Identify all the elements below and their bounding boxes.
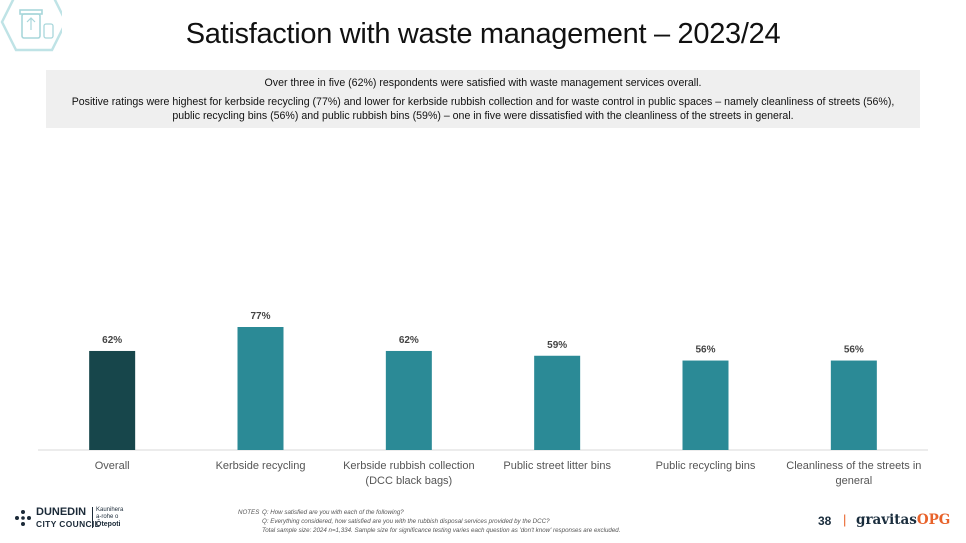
dunedin-city-council-logo: DUNEDIN CITY COUNCIL Kaunihera a-rohe o …: [14, 506, 184, 532]
category-label-2: Kerbside recycling: [216, 460, 306, 472]
gravitas-opg-logo: gravitasOPG: [856, 512, 950, 528]
data-label-1: 62%: [102, 335, 122, 346]
bar-2: [237, 327, 284, 450]
bar-4: [534, 355, 581, 450]
council-maori-name: Kaunihera a-rohe o Ōtepoti: [92, 507, 123, 528]
notes-question-1: Q: How satisfied are you with each of th…: [262, 509, 404, 516]
summary-line-1: Over three in five (62%) respondents wer…: [264, 77, 702, 89]
notes-label: NOTES: [238, 509, 260, 516]
category-label-5: Public recycling bins: [656, 460, 756, 472]
category-label-4: Public street litter bins: [503, 460, 611, 472]
data-label-6: 56%: [844, 345, 864, 356]
category-label-3-line-1: Kerbside rubbish collection: [343, 460, 474, 472]
bar-6: [830, 360, 877, 450]
council-emblem-icon: [15, 510, 31, 526]
page-title: Satisfaction with waste management – 202…: [185, 18, 781, 50]
category-label-6-line-2: general: [835, 475, 872, 487]
council-maori-line-3: Ōtepoti: [96, 521, 121, 528]
council-name-line-2: CITY COUNCIL: [36, 519, 101, 529]
bar-5: [682, 360, 729, 450]
summary-box: Over three in five (62%) respondents wer…: [46, 70, 920, 128]
notes-sample-size: Total sample size: 2024 n=1,334. Sample …: [262, 527, 621, 534]
brand-main: gravitas: [856, 512, 917, 528]
data-label-2: 77%: [250, 311, 270, 322]
bar-1: [89, 350, 136, 450]
notes-question-2: Q: Everything considered, how satisfied …: [262, 518, 550, 525]
page-number: 38: [818, 514, 832, 528]
category-label-6-line-1: Cleanliness of the streets in: [786, 460, 921, 472]
bar-3: [385, 350, 432, 450]
brand-accent: OPG: [916, 512, 951, 528]
recycling-bin-hexagon-icon: [0, 0, 62, 52]
category-label-3-line-2: (DCC black bags): [365, 475, 452, 487]
data-label-5: 56%: [695, 345, 715, 356]
council-name: DUNEDIN CITY COUNCIL: [36, 506, 100, 530]
council-maori-line-2: a-rohe o: [96, 514, 119, 520]
summary-line-2: Positive ratings were highest for kerbsi…: [71, 96, 895, 122]
footer-separator: |: [843, 512, 847, 527]
council-maori-line-1: Kaunihera: [96, 507, 124, 513]
satisfaction-bar-chart: 62% Overall 77% Kerbside recycling 62% Kerbsi…: [38, 311, 928, 487]
council-name-line-1: DUNEDIN: [36, 506, 87, 518]
notes-block: NOTES Q: How satisfied are you with each…: [238, 508, 798, 535]
data-label-4: 59%: [547, 340, 567, 351]
data-label-3: 62%: [399, 335, 419, 346]
category-label-1: Overall: [95, 460, 130, 472]
